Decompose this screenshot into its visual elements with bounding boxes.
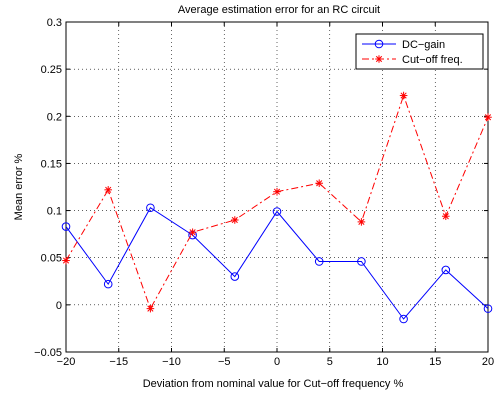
series-cut-off-freq xyxy=(62,91,492,313)
x-tick-label: 20 xyxy=(482,356,494,368)
x-tick-label: 10 xyxy=(376,356,388,368)
data-point xyxy=(315,179,323,188)
data-point xyxy=(231,216,239,224)
legend-label: Cut−off freq. xyxy=(402,54,463,66)
legend-box xyxy=(355,33,484,70)
data-point xyxy=(103,279,113,289)
data-point xyxy=(188,228,197,237)
y-tick-label: 0.15 xyxy=(41,158,62,170)
x-tick-label: 0 xyxy=(274,356,280,368)
series-line xyxy=(65,207,489,320)
x-tick-label: 15 xyxy=(429,356,441,368)
data-point xyxy=(441,265,451,275)
x-tick-label: −5 xyxy=(218,356,231,368)
axes-box xyxy=(65,21,489,353)
y-tick-label: 0.1 xyxy=(47,206,62,218)
data-point xyxy=(62,256,70,265)
series-dc-gain xyxy=(61,203,493,324)
plot-background xyxy=(66,22,488,352)
legend: DC−gain Cut−off freq. xyxy=(355,33,484,70)
data-point xyxy=(357,218,366,226)
data-point xyxy=(146,304,155,313)
x-tick-label: −10 xyxy=(162,356,181,368)
data-point xyxy=(104,186,112,194)
data-point xyxy=(314,257,324,266)
y-tick-label: 0.2 xyxy=(47,111,62,123)
y-tick-label: 0 xyxy=(56,300,62,312)
y-axis-label: Mean error % xyxy=(13,153,25,220)
data-point xyxy=(357,257,366,266)
data-point xyxy=(484,113,492,122)
y-tick-label: −0.05 xyxy=(34,347,62,359)
data-point xyxy=(483,304,493,313)
data-point xyxy=(374,39,384,49)
plot-area: −20 −15 −10 −5 0 5 10 15 20 −0.05 0 0.05 0.1 0.15 0.2 0… xyxy=(34,17,494,368)
data-point xyxy=(61,222,71,231)
data-point xyxy=(273,187,281,196)
data-point xyxy=(375,55,383,63)
data-point xyxy=(399,91,408,100)
data-point xyxy=(146,203,155,213)
legend-label: DC−gain xyxy=(402,39,445,51)
x-axis-label: Deviation from nominal value for Cut−off… xyxy=(143,378,404,390)
x-tick-label: 5 xyxy=(327,356,333,368)
x-tick-label: −15 xyxy=(109,356,128,368)
x-tick-label: −20 xyxy=(57,356,76,368)
chart-title: Average estimation error for an RC circu… xyxy=(178,4,380,16)
data-point xyxy=(272,207,282,216)
data-point xyxy=(399,314,408,324)
data-point xyxy=(230,272,240,281)
y-tick-label: 0.25 xyxy=(41,64,62,76)
y-tick-label: 0.3 xyxy=(47,17,62,29)
data-point xyxy=(442,212,450,221)
y-tick-label: 0.05 xyxy=(41,253,62,265)
